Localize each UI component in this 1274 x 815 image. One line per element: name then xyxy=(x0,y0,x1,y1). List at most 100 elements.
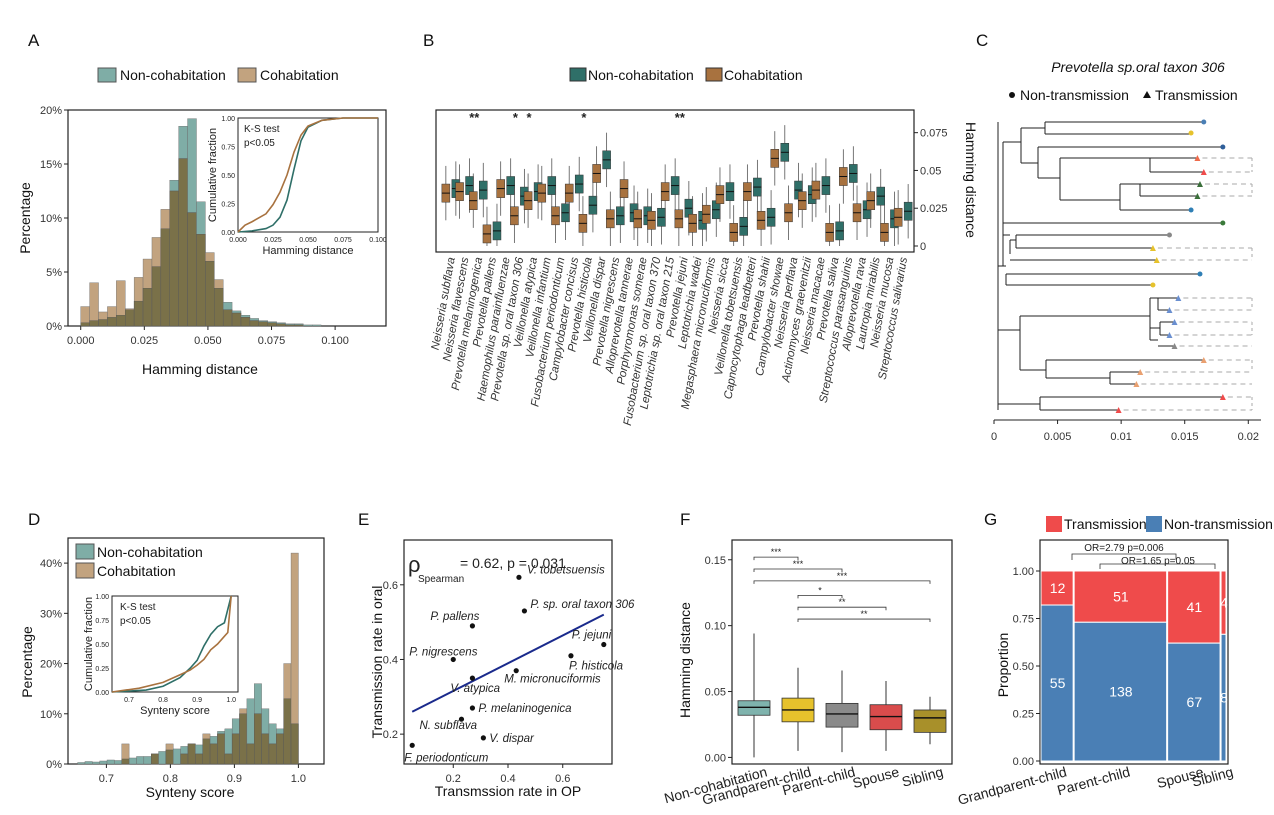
a-bar-overlap xyxy=(98,319,108,327)
a-bar-overlap xyxy=(107,317,117,327)
b-ytick-label: 0.025 xyxy=(920,203,948,215)
legend-b: Non-cohabitation Cohabitation xyxy=(569,67,803,83)
c-leaf-transmission xyxy=(1149,245,1156,251)
d-inset-line-1 xyxy=(111,595,232,693)
d-bar-overlap xyxy=(239,713,248,765)
d-bar-overlap xyxy=(165,749,174,765)
e-plot-frame xyxy=(403,539,613,765)
a-bar-cohab xyxy=(89,282,99,327)
e-point-label: N. subflava xyxy=(419,720,477,732)
c-leaf-nontransmission xyxy=(1197,271,1203,277)
a-ytick-label: 20% xyxy=(40,105,62,117)
f-ytick-label: 0.15 xyxy=(705,555,726,567)
legend-a-swatch-cohab xyxy=(237,67,257,83)
d-inset-xtick: 0.7 xyxy=(124,697,134,704)
c-leaf-transmission xyxy=(1200,169,1207,175)
plot-c: 0 0.005 0.01 0.015 0.02 xyxy=(991,119,1261,443)
d-bar-noncohab xyxy=(77,762,86,765)
d-inset-ytick: 0.75 xyxy=(95,618,109,625)
d-bar-overlap xyxy=(209,743,218,765)
legend-b-swatch-cohab xyxy=(705,67,723,82)
d-bar-overlap xyxy=(290,723,299,765)
c-leaf-transmission xyxy=(1153,257,1160,263)
b-signif: ** xyxy=(675,110,686,125)
d-xtick-label: 0.8 xyxy=(163,773,178,785)
a-inset-xlabel: Hamming distance xyxy=(262,245,353,257)
e-point xyxy=(469,705,476,711)
a-inset-subtitle: p<0.05 xyxy=(244,138,275,149)
g-count-nontransmission: 67 xyxy=(1187,694,1203,710)
legend-g-swatch-nontrans xyxy=(1146,516,1162,532)
c-leaf-nontransmission xyxy=(1150,282,1156,288)
a-inset-xtick: 0.050 xyxy=(299,237,317,244)
d-inset-ylabel: Cumulative fraction xyxy=(83,597,95,691)
b-signif: ** xyxy=(469,110,480,125)
b-ytick-label: 0.075 xyxy=(920,128,948,140)
d-inset-ytick: 0.50 xyxy=(95,642,109,649)
c-leaf-nontransmission xyxy=(1166,232,1172,238)
inset-d: 0.00 0.25 0.50 0.75 1.00 0.7 0.8 0.9 1.0 K-S test… xyxy=(83,594,239,717)
g-annotation-1: OR=2.79 p=0.006 xyxy=(1084,543,1164,554)
plot-f: 0.000.050.100.15Non-cohabitationGrandpar… xyxy=(662,539,953,808)
b-ytick-label: 0.05 xyxy=(920,165,941,177)
a-inset-ytick: 0.50 xyxy=(221,173,235,180)
a-bar-overlap xyxy=(116,315,126,327)
panel-label-c: C xyxy=(976,31,988,50)
c-xtick-label: 0.02 xyxy=(1238,431,1259,443)
c-leaf-transmission xyxy=(1200,357,1207,363)
c-leaf-transmission xyxy=(1171,343,1178,349)
f-ylabel: Hamming distance xyxy=(677,602,693,718)
e-point xyxy=(450,656,456,663)
e-annotation: ρ Spearman = 0.62, p = 0.031 xyxy=(408,552,566,585)
a-inset-ylabel: Cumulative fraction xyxy=(207,128,219,222)
d-xtick-label: 0.9 xyxy=(227,773,242,785)
a-bar-overlap xyxy=(80,322,90,327)
d-bar-overlap xyxy=(150,753,159,765)
a-inset-xtick: 0.025 xyxy=(264,237,282,244)
g-count-transmission: 51 xyxy=(1113,589,1129,605)
e-point xyxy=(601,641,607,648)
c-leaf-transmission xyxy=(1196,181,1203,187)
panel-label-e: E xyxy=(358,510,369,529)
a-ytick-label: 10% xyxy=(40,213,62,225)
e-point xyxy=(516,574,522,580)
d-inset-subtitle: p<0.05 xyxy=(120,616,151,627)
c-xtick-label: 0 xyxy=(991,431,997,443)
a-bar-overlap xyxy=(125,309,135,327)
g-bracket-2 xyxy=(1099,563,1216,569)
legend-d-noncohab: Non-cohabitation xyxy=(97,544,203,560)
e-xlabel: Transmssion rate in OP xyxy=(435,783,582,799)
f-comparison-label: *** xyxy=(771,547,782,557)
f-comparison-bracket xyxy=(753,568,843,572)
b-signif: * xyxy=(527,110,533,125)
legend-d-cohab: Cohabitation xyxy=(97,563,176,579)
legend-c: Non-transmission Transmission xyxy=(1009,87,1238,103)
c-leaf-transmission xyxy=(1175,295,1182,301)
g-bracket-1 xyxy=(1071,553,1177,560)
f-xtick-label: Spouse xyxy=(851,763,901,791)
e-point-label: P. jejuni xyxy=(572,630,612,642)
c-leaf-nontransmission xyxy=(1220,144,1226,150)
d-bar-noncohab xyxy=(136,756,145,765)
a-bar-overlap xyxy=(258,321,268,327)
legend-c-circle-icon xyxy=(1009,92,1015,98)
a-inset-ytick: 0.00 xyxy=(221,230,235,237)
plot-e: 0.2 0.4 0.6 0.2 0.4 0.6 V. tobetsuensis P. sp. … xyxy=(383,539,635,785)
d-ytick-label: 0% xyxy=(46,759,62,771)
e-xtick-label: 0.2 xyxy=(446,773,461,785)
panel-label-f: F xyxy=(680,510,690,529)
legend-g-nontrans: Non-transmission xyxy=(1164,516,1273,532)
d-inset-xtick: 1.0 xyxy=(226,697,236,704)
c-xtick-label: 0.015 xyxy=(1171,431,1199,443)
d-ytick-label: 10% xyxy=(40,709,62,721)
c-leaf-transmission xyxy=(1115,407,1122,413)
g-count-nontransmission: 138 xyxy=(1109,684,1133,700)
c-leaf-transmission xyxy=(1194,193,1201,199)
g-ytick-label: 1.00 xyxy=(1013,566,1034,578)
legend-d: Non-cohabitation Cohabitation xyxy=(75,543,203,579)
c-leaf-nontransmission xyxy=(1188,130,1194,136)
panel-label-d: D xyxy=(28,510,40,529)
d-bar-noncohab xyxy=(114,760,122,765)
g-bar-transmission xyxy=(1167,570,1221,644)
e-rho-sub: Spearman xyxy=(418,574,464,585)
